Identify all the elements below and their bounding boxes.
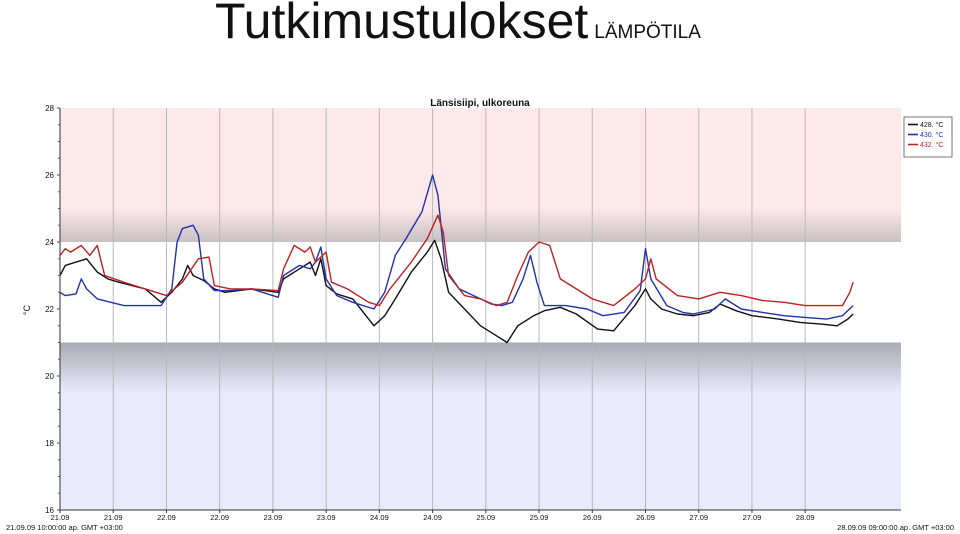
legend-label-1: 430. °C xyxy=(920,131,943,139)
x-tick-label-7: 24.09 xyxy=(423,513,442,522)
legend-label-2: 432. °C xyxy=(920,141,943,149)
x-tick-label-11: 26.09 xyxy=(636,513,655,522)
x-tick-label-14: 28.09 xyxy=(796,513,815,522)
y-axis-label: °C xyxy=(22,304,32,315)
x-tick-label-8: 25.09 xyxy=(476,513,495,522)
band-0 xyxy=(60,108,901,242)
y-tick-label-3: 22 xyxy=(45,305,54,314)
x-tick-label-9: 25.09 xyxy=(530,513,549,522)
legend-label-0: 428. °C xyxy=(920,121,943,129)
x-tick-label-6: 24.09 xyxy=(370,513,389,522)
x-tick-label-5: 23.09 xyxy=(317,513,336,522)
y-tick-label-4: 24 xyxy=(45,238,54,247)
band-1 xyxy=(60,342,901,510)
x-tick-label-12: 27.09 xyxy=(689,513,708,522)
y-tick-label-2: 20 xyxy=(45,372,54,381)
series-line-1 xyxy=(59,174,854,320)
y-tick-label-0: 16 xyxy=(45,506,54,515)
slide-title-main: Tutkimustulokset xyxy=(215,0,589,49)
series-lines xyxy=(59,174,854,344)
end-time-label: 28.09.09 09:00:00 ap. GMT +03:00 xyxy=(837,523,954,532)
x-tick-label-4: 23.09 xyxy=(264,513,283,522)
axes: 16 18 20 22 24 26 28 21.09 21.09 22.09 22.09 23.09 2… xyxy=(45,104,901,522)
series-line-0 xyxy=(59,239,854,344)
slide-subtitle: LÄMPÖTILA xyxy=(594,22,701,43)
x-tick-label-2: 22.09 xyxy=(157,513,176,522)
y-tick-label-6: 28 xyxy=(45,104,54,113)
start-time-label: 21.09.09 10:00:00 ap. GMT +03:00 xyxy=(6,523,123,532)
legend-box xyxy=(903,116,953,158)
x-tick-label-3: 22.09 xyxy=(210,513,229,522)
slide-title: Tutkimustulokset LÄMPÖTILA xyxy=(215,0,701,50)
y-tick-label-5: 26 xyxy=(45,171,54,180)
x-tick-label-10: 26.09 xyxy=(583,513,602,522)
threshold-bands xyxy=(60,108,901,510)
x-tick-label-1: 21.09 xyxy=(104,513,123,522)
x-tick-label-13: 27.09 xyxy=(743,513,762,522)
y-tick-label-1: 18 xyxy=(45,439,54,448)
chart-title: Länsisiipi, ulkoreuna xyxy=(430,98,530,109)
series-line-2 xyxy=(59,214,854,307)
legend: 428. °C 430. °C 432. °C xyxy=(903,116,953,158)
x-tick-label-0: 21.09 xyxy=(51,513,70,522)
